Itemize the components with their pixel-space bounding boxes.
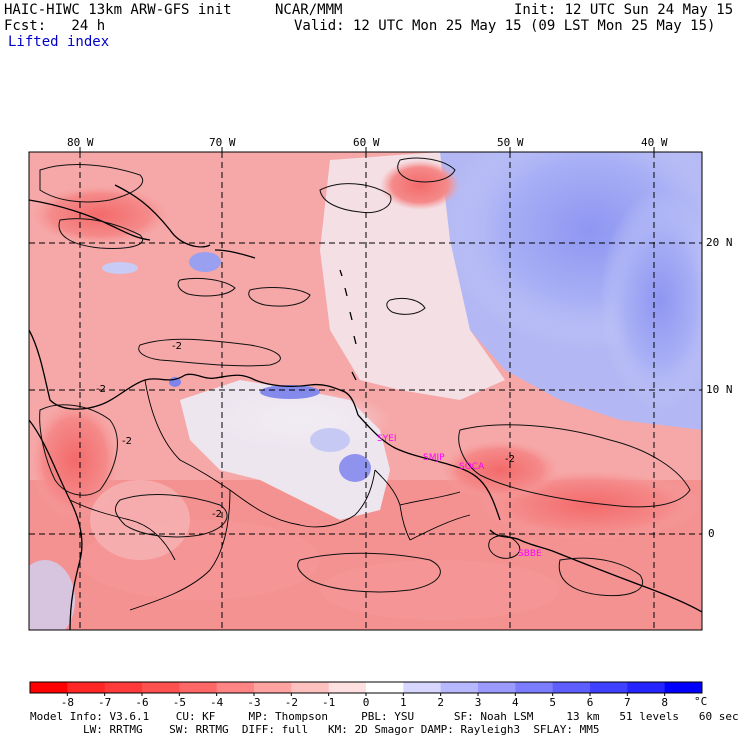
colorbar-swatch	[67, 682, 106, 693]
model-title: HAIC-HIWC 13km ARW-GFS init	[4, 2, 232, 18]
colorbar-label: -8	[60, 696, 74, 709]
lat-label: 0	[708, 527, 715, 540]
colorbar	[29, 681, 703, 696]
station-label-soca: SOCA	[459, 462, 485, 472]
colorbar-swatch	[552, 682, 591, 693]
lon-label: 40 W	[641, 136, 668, 149]
colorbar-label: 2	[437, 696, 444, 709]
colorbar-swatch	[664, 682, 703, 693]
init-time: Init: 12 UTC Sun 24 May 15	[514, 2, 734, 18]
valid-time: Valid: 12 UTC Mon 25 May 15 (09 LST Mon …	[294, 18, 716, 34]
station-label-syei: SYEI	[377, 434, 397, 444]
colorbar-label: -6	[135, 696, 149, 709]
colorbar-label: 7	[624, 696, 631, 709]
colorbar-label: -2	[284, 696, 298, 709]
colorbar-label: -4	[210, 696, 224, 709]
country-borders	[69, 379, 521, 611]
lon-label: 80 W	[67, 136, 94, 149]
colorbar-label: 8	[661, 696, 668, 709]
colorbar-label: 1	[400, 696, 407, 709]
contour-label: -2	[96, 384, 106, 395]
colorbar-swatch	[30, 682, 68, 693]
lon-label: 50 W	[497, 136, 524, 149]
colorbar-swatch	[366, 682, 404, 693]
model-info-line1: Model Info: V3.6.1 CU: KF MP: Thompson P…	[30, 710, 739, 723]
colorbar-swatch	[328, 682, 367, 693]
lat-lon-grid	[29, 152, 702, 630]
colorbar-swatch	[440, 682, 479, 693]
center-label: NCAR/MMM	[275, 2, 343, 18]
colorbar-swatch	[291, 682, 330, 693]
colorbar-swatch	[104, 682, 143, 693]
station-label-sbbe: SBBE	[518, 549, 542, 559]
colorbar-label: -3	[247, 696, 261, 709]
colorbar-swatch	[216, 682, 255, 693]
colorbar-unit: °C	[694, 695, 708, 708]
station-label-smjp: SMJP	[423, 453, 445, 463]
colorbar-label: 3	[474, 696, 482, 709]
colorbar-swatch	[179, 682, 218, 693]
field-name: Lifted index	[8, 34, 110, 50]
colorbar-label: -5	[172, 696, 186, 709]
colorbar-label: -7	[98, 696, 112, 709]
forecast-hour: Fcst: 24 h	[4, 18, 106, 34]
contour-label: -2	[212, 509, 222, 520]
colorbar-label: 6	[586, 696, 594, 709]
contour-label: -2	[122, 436, 132, 447]
lat-label: 10 N	[706, 383, 733, 396]
colorbar-label: 0	[362, 696, 370, 709]
lon-label: 60 W	[353, 136, 380, 149]
colorbar-label: 4	[512, 696, 519, 709]
colorbar-swatch	[590, 682, 628, 693]
colorbar-label: 5	[549, 696, 556, 709]
contour-label: -2	[172, 341, 182, 352]
lat-label: 20 N	[706, 236, 733, 249]
lon-label: 70 W	[209, 136, 236, 149]
contour-label: -2	[505, 454, 515, 465]
colorbar-swatch	[403, 682, 442, 693]
model-info-line2: LW: RRTMG SW: RRTMG DIFF: full KM: 2D Sm…	[30, 723, 600, 736]
colorbar-swatch	[142, 682, 180, 693]
colorbar-label: -1	[322, 696, 336, 709]
contour-lines	[39, 157, 691, 597]
colorbar-swatch	[254, 682, 292, 693]
colorbar-swatch	[515, 682, 554, 693]
colorbar-swatch	[478, 682, 516, 693]
colorbar-swatch	[627, 682, 666, 693]
